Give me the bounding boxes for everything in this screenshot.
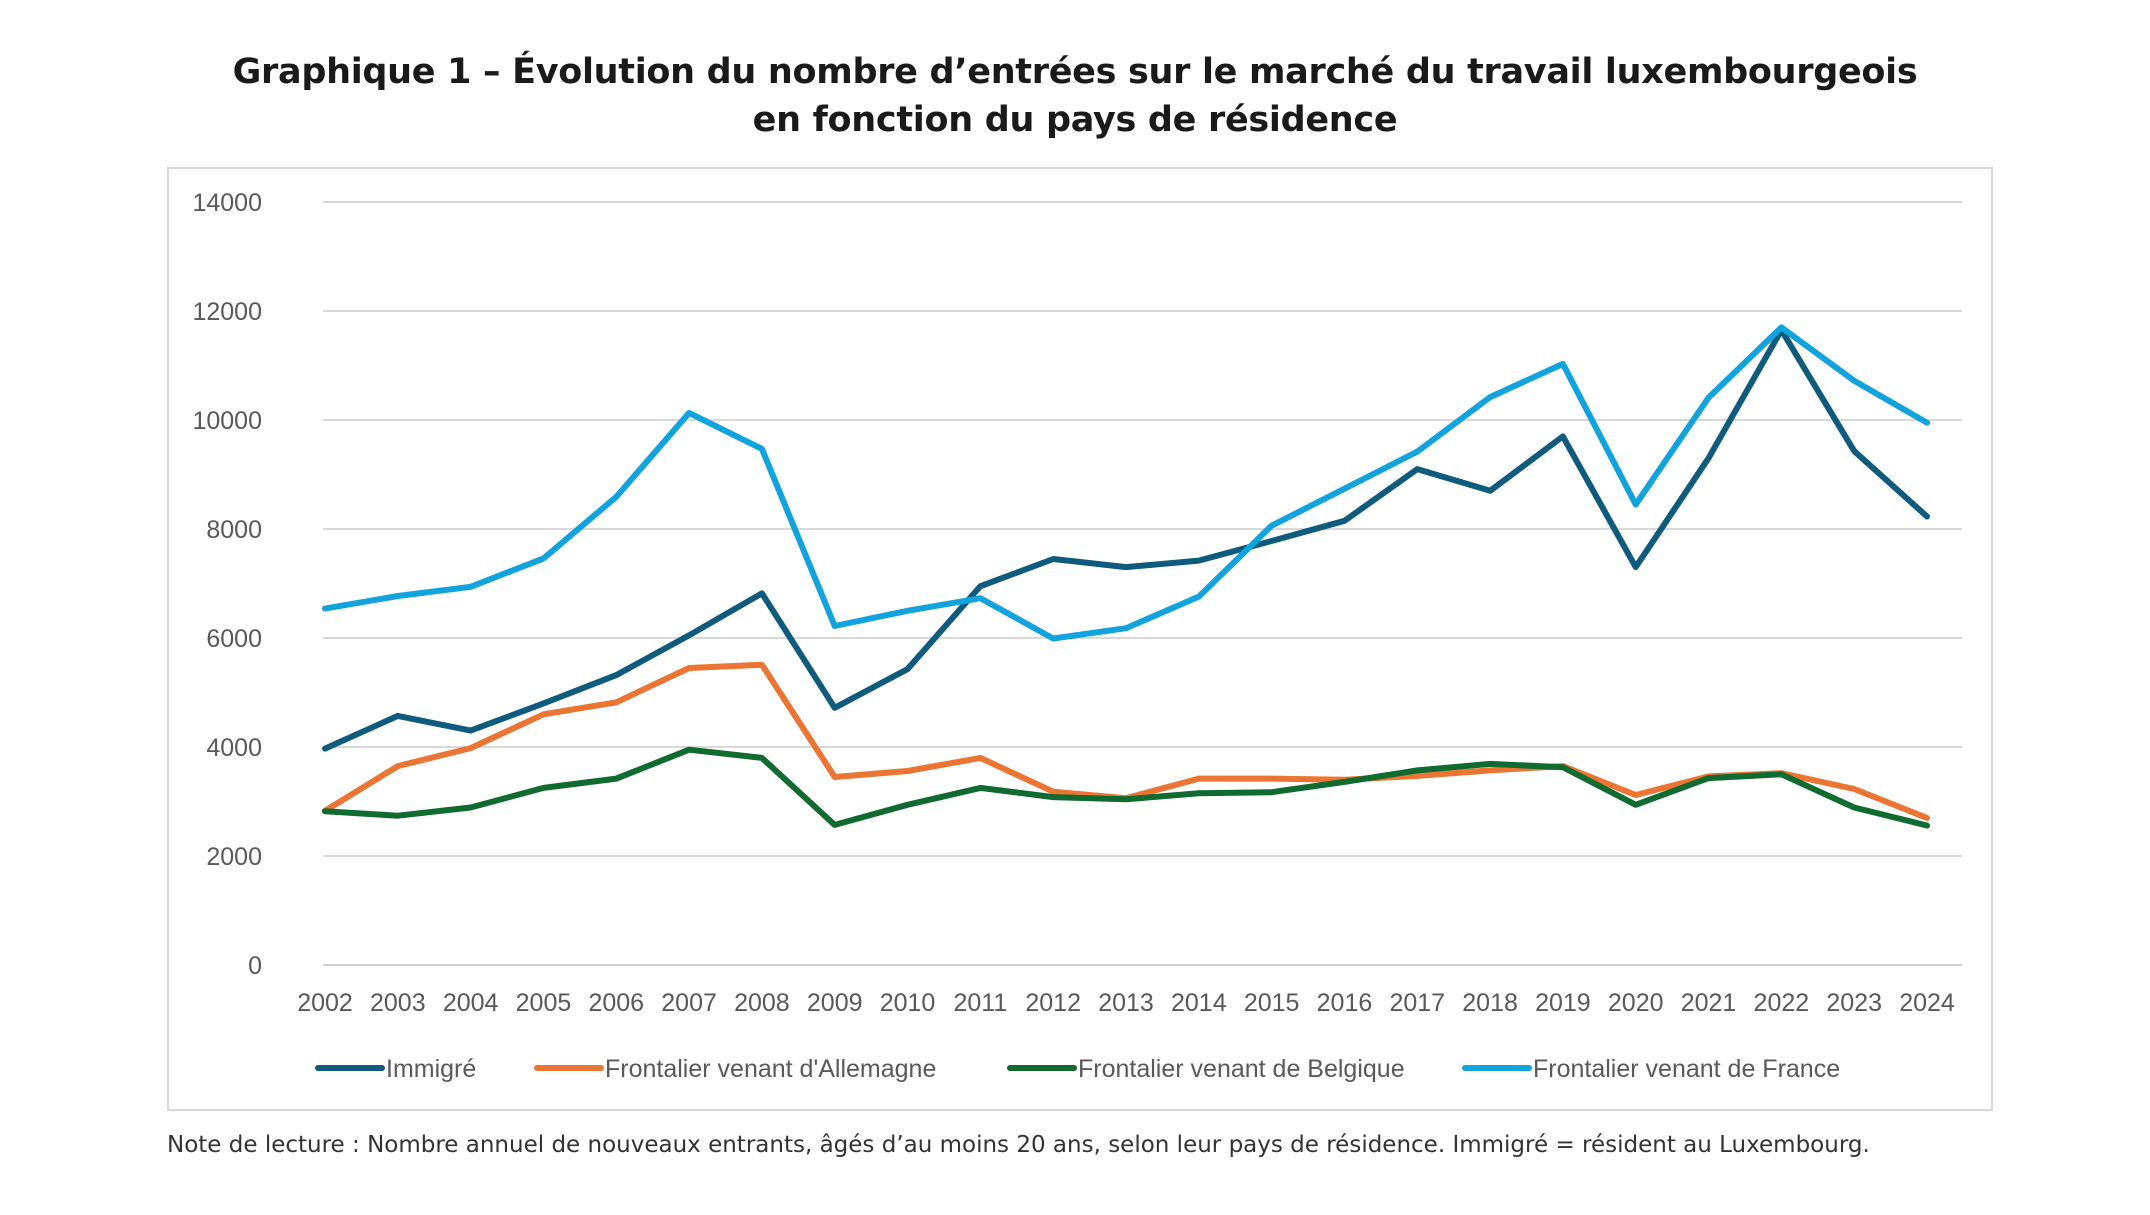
chart-title-line-2: en fonction du pays de résidence xyxy=(752,100,1398,140)
y-tick-label-8000: 8000 xyxy=(206,516,262,544)
x-tick-label-2023: 2023 xyxy=(1826,989,1882,1017)
x-tick-label-2005: 2005 xyxy=(516,989,572,1017)
chart-title: Graphique 1 – Évolution du nombre d’entr… xyxy=(0,48,2150,144)
y-tick-label-12000: 12000 xyxy=(192,298,262,326)
y-tick-label-6000: 6000 xyxy=(206,625,262,653)
y-tick-label-14000: 14000 xyxy=(192,189,262,217)
x-tick-label-2024: 2024 xyxy=(1899,989,1955,1017)
x-tick-label-2006: 2006 xyxy=(588,989,644,1017)
x-tick-label-2014: 2014 xyxy=(1171,989,1227,1017)
x-tick-label-2009: 2009 xyxy=(807,989,863,1017)
legend-label-2: Frontalier venant d'Allemagne xyxy=(605,1055,936,1083)
legend-label-4: Frontalier venant de France xyxy=(1533,1055,1840,1083)
series-line-2 xyxy=(322,661,1930,821)
x-tick-label-2012: 2012 xyxy=(1025,989,1081,1017)
y-tick-label-0: 0 xyxy=(248,952,262,980)
x-tick-label-2019: 2019 xyxy=(1535,989,1591,1017)
series-line-4 xyxy=(322,324,1930,642)
reading-note: Note de lecture : Nombre annuel de nouve… xyxy=(167,1132,1870,1158)
y-tick-label-4000: 4000 xyxy=(206,734,262,762)
x-tick-label-2018: 2018 xyxy=(1462,989,1518,1017)
y-tick-label-10000: 10000 xyxy=(192,407,262,435)
x-tick-label-2021: 2021 xyxy=(1681,989,1737,1017)
x-tick-label-2016: 2016 xyxy=(1317,989,1373,1017)
x-tick-label-2008: 2008 xyxy=(734,989,790,1017)
chart-title-line-1: Graphique 1 – Évolution du nombre d’entr… xyxy=(232,52,1918,92)
x-tick-label-2015: 2015 xyxy=(1244,989,1300,1017)
x-tick-label-2010: 2010 xyxy=(880,989,936,1017)
series-line-3 xyxy=(322,746,1930,829)
x-tick-label-2022: 2022 xyxy=(1754,989,1810,1017)
x-tick-label-2020: 2020 xyxy=(1608,989,1664,1017)
x-tick-label-2011: 2011 xyxy=(953,989,1007,1017)
x-tick-label-2013: 2013 xyxy=(1098,989,1154,1017)
legend-label-1: Immigré xyxy=(386,1055,476,1083)
x-tick-label-2004: 2004 xyxy=(443,989,499,1017)
x-tick-label-2007: 2007 xyxy=(661,989,717,1017)
legend-label-3: Frontalier venant de Belgique xyxy=(1078,1055,1405,1083)
x-tick-label-2017: 2017 xyxy=(1389,989,1445,1017)
y-tick-label-2000: 2000 xyxy=(206,843,262,871)
x-tick-label-2002: 2002 xyxy=(297,989,353,1017)
series-line-1 xyxy=(322,327,1930,752)
x-tick-label-2003: 2003 xyxy=(370,989,426,1017)
